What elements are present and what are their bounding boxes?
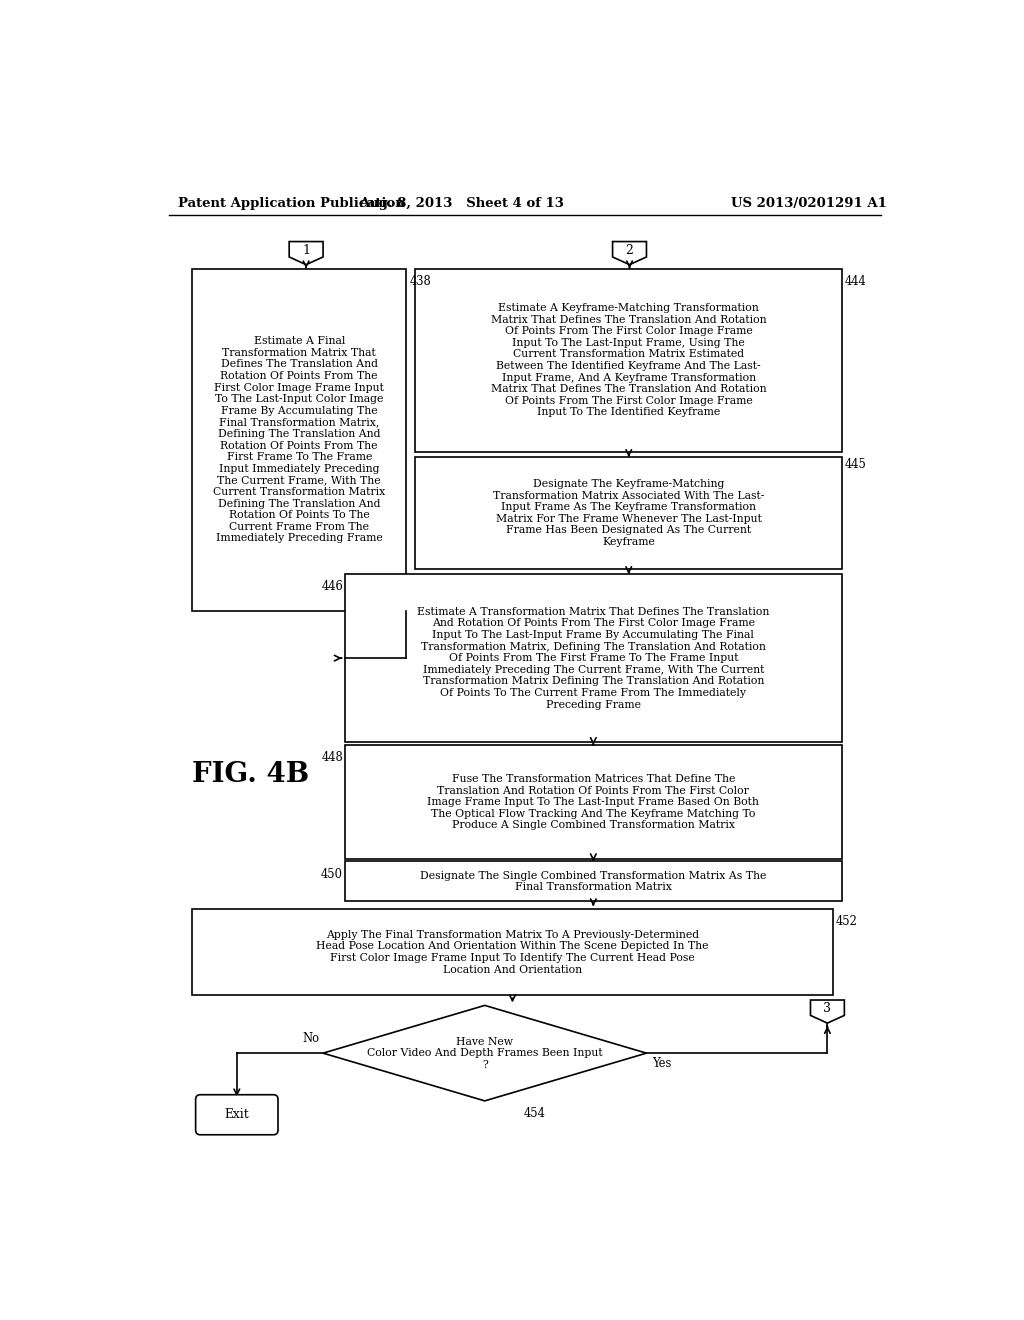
Text: Designate The Keyframe-Matching
Transformation Matrix Associated With The Last-
: Designate The Keyframe-Matching Transfor… [494, 479, 765, 546]
Text: 452: 452 [836, 915, 858, 928]
Text: 3: 3 [823, 1002, 831, 1015]
Text: Aug. 8, 2013   Sheet 4 of 13: Aug. 8, 2013 Sheet 4 of 13 [359, 197, 564, 210]
Polygon shape [810, 1001, 845, 1023]
FancyBboxPatch shape [196, 1094, 278, 1135]
Bar [416, 457, 842, 569]
Bar [193, 909, 833, 995]
Text: Have New
Color Video And Depth Frames Been Input
?: Have New Color Video And Depth Frames Be… [367, 1036, 602, 1069]
Text: Designate The Single Combined Transformation Matrix As The
Final Transformation : Designate The Single Combined Transforma… [420, 871, 767, 892]
Text: 446: 446 [322, 581, 343, 594]
Polygon shape [289, 242, 323, 264]
Text: Estimate A Final
Transformation Matrix That
Defines The Translation And
Rotation: Estimate A Final Transformation Matrix T… [213, 337, 385, 544]
Text: 445: 445 [845, 458, 867, 471]
Bar [345, 744, 842, 859]
Text: 448: 448 [322, 751, 343, 764]
Bar [193, 268, 407, 611]
Text: 2: 2 [626, 243, 634, 256]
Text: 454: 454 [523, 1107, 545, 1121]
Text: Yes: Yes [652, 1057, 672, 1071]
Text: Patent Application Publication: Patent Application Publication [178, 197, 406, 210]
Text: 1: 1 [302, 243, 310, 256]
Text: No: No [302, 1032, 319, 1045]
Text: Estimate A Transformation Matrix That Defines The Translation
And Rotation Of Po: Estimate A Transformation Matrix That De… [417, 607, 769, 710]
Text: 450: 450 [322, 867, 343, 880]
Text: Apply The Final Transformation Matrix To A Previously-Determined
Head Pose Locat: Apply The Final Transformation Matrix To… [316, 929, 709, 974]
Bar [345, 574, 842, 742]
Bar [416, 268, 842, 451]
Text: 438: 438 [410, 275, 431, 288]
Text: 444: 444 [845, 275, 867, 288]
Polygon shape [612, 242, 646, 264]
Polygon shape [323, 1006, 646, 1101]
Text: Estimate A Keyframe-Matching Transformation
Matrix That Defines The Translation : Estimate A Keyframe-Matching Transformat… [490, 304, 767, 417]
Text: Exit: Exit [224, 1109, 249, 1121]
Bar [345, 862, 842, 902]
Text: Fuse The Transformation Matrices That Define The
Translation And Rotation Of Poi: Fuse The Transformation Matrices That De… [427, 774, 759, 830]
Text: FIG. 4B: FIG. 4B [193, 760, 309, 788]
Text: US 2013/0201291 A1: US 2013/0201291 A1 [731, 197, 887, 210]
